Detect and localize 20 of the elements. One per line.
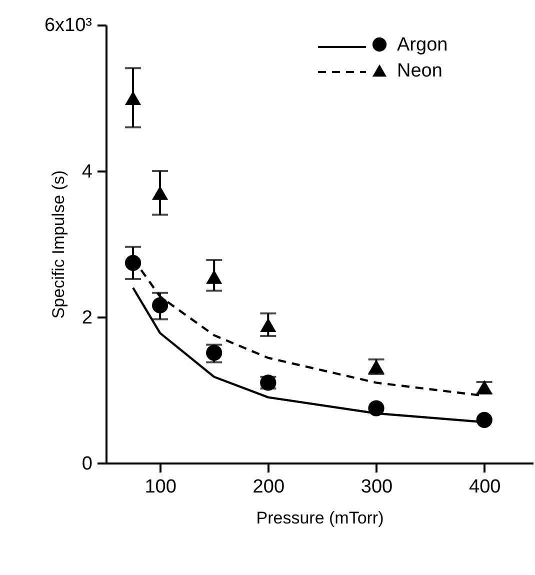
text: 6x10³ [44, 15, 92, 36]
x-tick-label: 100 [144, 476, 176, 498]
legend-label: Argon [397, 34, 448, 56]
y-axis-title: Specific Impulse (s) [48, 170, 68, 319]
x-axis-title: Pressure (mTorr) [256, 508, 384, 528]
point [476, 412, 492, 428]
x-tick-label: 200 [252, 476, 285, 498]
point [368, 400, 384, 416]
y-tick-label: 4 [82, 162, 93, 182]
point [124, 91, 142, 105]
point [206, 270, 222, 284]
x-tick-label: 300 [360, 476, 393, 498]
point [152, 297, 168, 314]
point [124, 254, 142, 272]
point [260, 318, 276, 332]
y-tick-label: 0 [82, 454, 92, 474]
x-tick-label: 400 [469, 476, 501, 498]
point [152, 186, 168, 200]
y-tick-label: 2 [82, 308, 92, 328]
legend-label: Neon [397, 60, 442, 82]
